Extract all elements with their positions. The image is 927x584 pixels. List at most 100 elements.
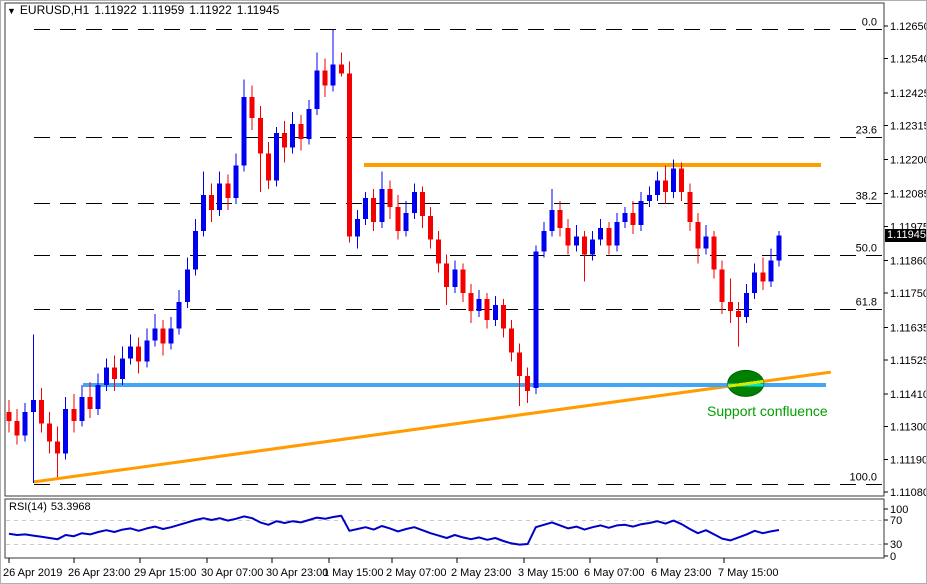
candle-body xyxy=(103,367,109,386)
candle-body xyxy=(452,269,458,288)
candle-body xyxy=(314,70,320,110)
candle xyxy=(282,120,288,163)
candle-body xyxy=(776,235,782,261)
time-axis-label: 1 May 15:00 xyxy=(323,567,384,579)
candle-body xyxy=(249,97,255,119)
candle xyxy=(298,115,304,151)
fib-level-label: 0.0 xyxy=(862,17,877,29)
candle-body xyxy=(484,299,490,320)
candle-body xyxy=(144,340,150,362)
candle-body xyxy=(419,192,425,216)
candle xyxy=(452,260,458,294)
candle-body xyxy=(168,328,174,344)
candle-body xyxy=(695,221,701,249)
candle xyxy=(152,313,158,347)
candle xyxy=(55,426,61,478)
candle-body xyxy=(176,302,182,329)
candle xyxy=(719,260,725,314)
candle-body xyxy=(638,201,644,225)
chart-title: ▼ EURUSD,H1 1.11922 1.11959 1.11922 1.11945 xyxy=(7,3,284,17)
candle-body xyxy=(476,299,482,311)
price-axis-label: 1.12315 xyxy=(890,120,927,132)
candle-body xyxy=(282,132,288,148)
price-panel-frame xyxy=(4,2,885,497)
candle-body xyxy=(209,195,215,211)
candle xyxy=(330,28,336,92)
fib-level-label: 38.2 xyxy=(856,191,877,203)
candle-body xyxy=(355,218,361,237)
candle xyxy=(63,397,69,460)
candle-body xyxy=(306,109,312,139)
candle xyxy=(387,180,393,219)
candle-body xyxy=(630,212,636,225)
candle-body xyxy=(565,227,571,246)
candle xyxy=(371,189,377,231)
candle-body xyxy=(606,227,612,246)
rsi-line xyxy=(8,514,780,546)
price-axis-label: 1.11525 xyxy=(890,355,927,367)
candle xyxy=(87,382,93,418)
price-axis-label: 1.12650 xyxy=(890,21,927,33)
candle-body xyxy=(47,423,53,442)
candle xyxy=(744,284,750,323)
candle-body xyxy=(290,123,296,148)
candle-body xyxy=(614,221,620,246)
candle-body xyxy=(581,236,587,255)
candle xyxy=(727,278,733,323)
rsi-axis-label: 30 xyxy=(890,539,902,551)
candle-body xyxy=(217,183,223,211)
candle xyxy=(492,296,498,326)
candle-body xyxy=(95,385,101,409)
candle xyxy=(598,218,604,246)
candle xyxy=(533,245,539,395)
candle-body xyxy=(525,376,531,392)
candle-body xyxy=(403,212,409,231)
time-axis-label: 6 May 07:00 xyxy=(584,567,645,579)
candle-body xyxy=(233,165,239,199)
candle-body xyxy=(533,251,539,389)
candle-body xyxy=(735,310,741,317)
candle-body xyxy=(679,168,685,193)
support-confluence-label: Support confluence xyxy=(707,403,828,419)
time-axis-label: 30 Apr 07:00 xyxy=(201,567,263,579)
candle xyxy=(541,221,547,258)
candle-body xyxy=(671,168,677,193)
price-axis-label: 1.11635 xyxy=(890,322,927,334)
candle xyxy=(322,58,328,98)
price-axis-label: 1.11750 xyxy=(890,288,927,300)
time-axis-label: 2 May 07:00 xyxy=(386,567,447,579)
price-axis-label: 1.11080 xyxy=(890,487,927,499)
candle xyxy=(290,112,296,154)
candle xyxy=(22,402,28,442)
candle-body xyxy=(225,183,231,199)
candle-body xyxy=(703,236,709,249)
candle-body xyxy=(727,302,733,311)
candle-body xyxy=(111,367,117,380)
candle xyxy=(573,224,579,252)
candle xyxy=(768,248,774,288)
candle xyxy=(355,210,361,249)
ascending-trendline[interactable] xyxy=(33,370,832,484)
chevron-down-icon[interactable]: ▼ xyxy=(7,6,16,16)
candle xyxy=(517,343,523,406)
candle-body xyxy=(30,399,36,412)
candle xyxy=(103,358,109,392)
candle-body xyxy=(622,212,628,222)
candle-body xyxy=(346,73,352,237)
candle xyxy=(209,183,215,222)
candle xyxy=(525,367,531,403)
candle-body xyxy=(298,123,304,139)
candle xyxy=(711,230,717,279)
candle xyxy=(500,299,506,338)
candle xyxy=(6,399,12,433)
rsi-name: RSI(14) xyxy=(9,501,47,513)
fibonacci-retracement[interactable]: 0.0 23.6 38.2 50.0 61.8 100.0 xyxy=(34,17,884,485)
candle-body xyxy=(363,198,369,219)
candle-body xyxy=(63,408,69,454)
candle-body xyxy=(549,210,555,231)
candle-body xyxy=(517,352,523,377)
candle xyxy=(192,218,198,276)
fib-level-label: 100.0 xyxy=(849,472,877,484)
